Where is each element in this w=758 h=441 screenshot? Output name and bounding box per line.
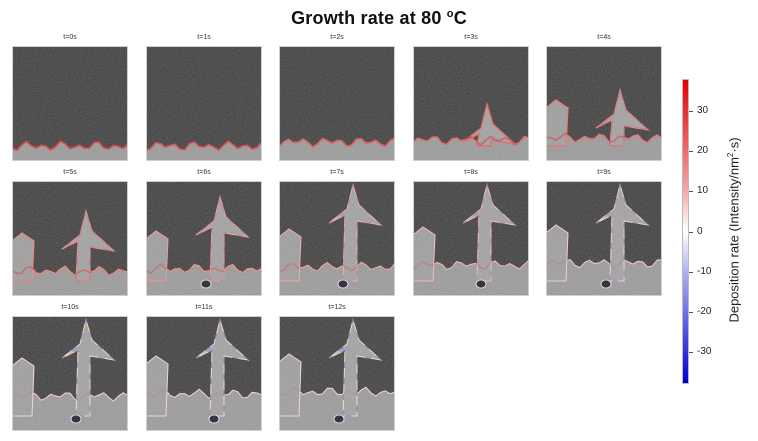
colorbar-tick-label: 10 bbox=[697, 185, 709, 197]
title-superscript: o bbox=[446, 8, 454, 20]
colorbar-tick bbox=[689, 111, 693, 113]
panel-label: t=5s bbox=[63, 169, 77, 176]
colorbar-label-post: ·s) bbox=[726, 137, 742, 153]
colorbar-tick bbox=[689, 151, 693, 153]
micrograph-image bbox=[413, 181, 529, 296]
panel-label: t=8s bbox=[464, 169, 478, 176]
colorbar-tick bbox=[689, 351, 693, 353]
micrograph-image bbox=[12, 181, 128, 296]
panel-t-7s: t=7s bbox=[279, 169, 395, 296]
micrograph-image bbox=[413, 46, 529, 161]
micrograph-image bbox=[279, 316, 395, 431]
micrograph-image bbox=[279, 181, 395, 296]
panel-t-11s: t=11s bbox=[146, 304, 262, 431]
title-main: Growth rate at 80 bbox=[291, 8, 447, 28]
panel-t-6s: t=6s bbox=[146, 169, 262, 296]
panel-label: t=4s bbox=[597, 34, 611, 41]
colorbar bbox=[682, 79, 689, 384]
panel-label: t=9s bbox=[597, 169, 611, 176]
micrograph-image bbox=[12, 316, 128, 431]
panel-t-5s: t=5s bbox=[12, 169, 128, 296]
micrograph-image bbox=[146, 46, 262, 161]
panel-label: t=2s bbox=[330, 34, 344, 41]
panel-t-4s: t=4s bbox=[546, 34, 662, 161]
colorbar-tick-label: -20 bbox=[697, 305, 712, 317]
micrograph-image bbox=[546, 181, 662, 296]
colorbar-tick-label: 20 bbox=[697, 145, 709, 157]
panel-label: t=3s bbox=[464, 34, 478, 41]
colorbar-tick-label: 30 bbox=[697, 105, 709, 117]
micrograph-image bbox=[146, 316, 262, 431]
panel-label: t=1s bbox=[197, 34, 211, 41]
panel-t-8s: t=8s bbox=[413, 169, 529, 296]
colorbar-tick-label: -30 bbox=[697, 345, 712, 357]
panel-t-0s: t=0s bbox=[12, 34, 128, 161]
micrograph-image bbox=[146, 181, 262, 296]
panel-label: t=12s bbox=[328, 304, 346, 311]
colorbar-label-text: Deposition rate (Intensity/nm bbox=[726, 157, 742, 323]
panel-t-12s: t=12s bbox=[279, 304, 395, 431]
colorbar-tick bbox=[689, 271, 693, 273]
panel-label: t=11s bbox=[195, 304, 213, 311]
colorbar-label: Deposition rate (Intensity/nm2·s) bbox=[726, 137, 741, 322]
panel-label: t=6s bbox=[197, 169, 211, 176]
colorbar-label-sup: 2 bbox=[726, 152, 735, 158]
title-suffix: C bbox=[453, 8, 467, 28]
panel-t-9s: t=9s bbox=[546, 169, 662, 296]
colorbar-tick bbox=[689, 311, 693, 313]
panel-label: t=10s bbox=[61, 304, 79, 311]
figure-title: Growth rate at 80 oC bbox=[0, 8, 758, 29]
colorbar-tick-label: -10 bbox=[697, 265, 712, 277]
colorbar-tick bbox=[689, 191, 693, 193]
micrograph-image bbox=[279, 46, 395, 161]
micrograph-image bbox=[546, 46, 662, 161]
panel-t-3s: t=3s bbox=[413, 34, 529, 161]
panel-t-2s: t=2s bbox=[279, 34, 395, 161]
panel-t-1s: t=1s bbox=[146, 34, 262, 161]
panel-t-10s: t=10s bbox=[12, 304, 128, 431]
micrograph-image bbox=[12, 46, 128, 161]
colorbar-tick-label: 0 bbox=[697, 225, 703, 237]
panel-label: t=7s bbox=[330, 169, 344, 176]
panel-label: t=0s bbox=[63, 34, 77, 41]
colorbar-tick bbox=[689, 231, 693, 233]
